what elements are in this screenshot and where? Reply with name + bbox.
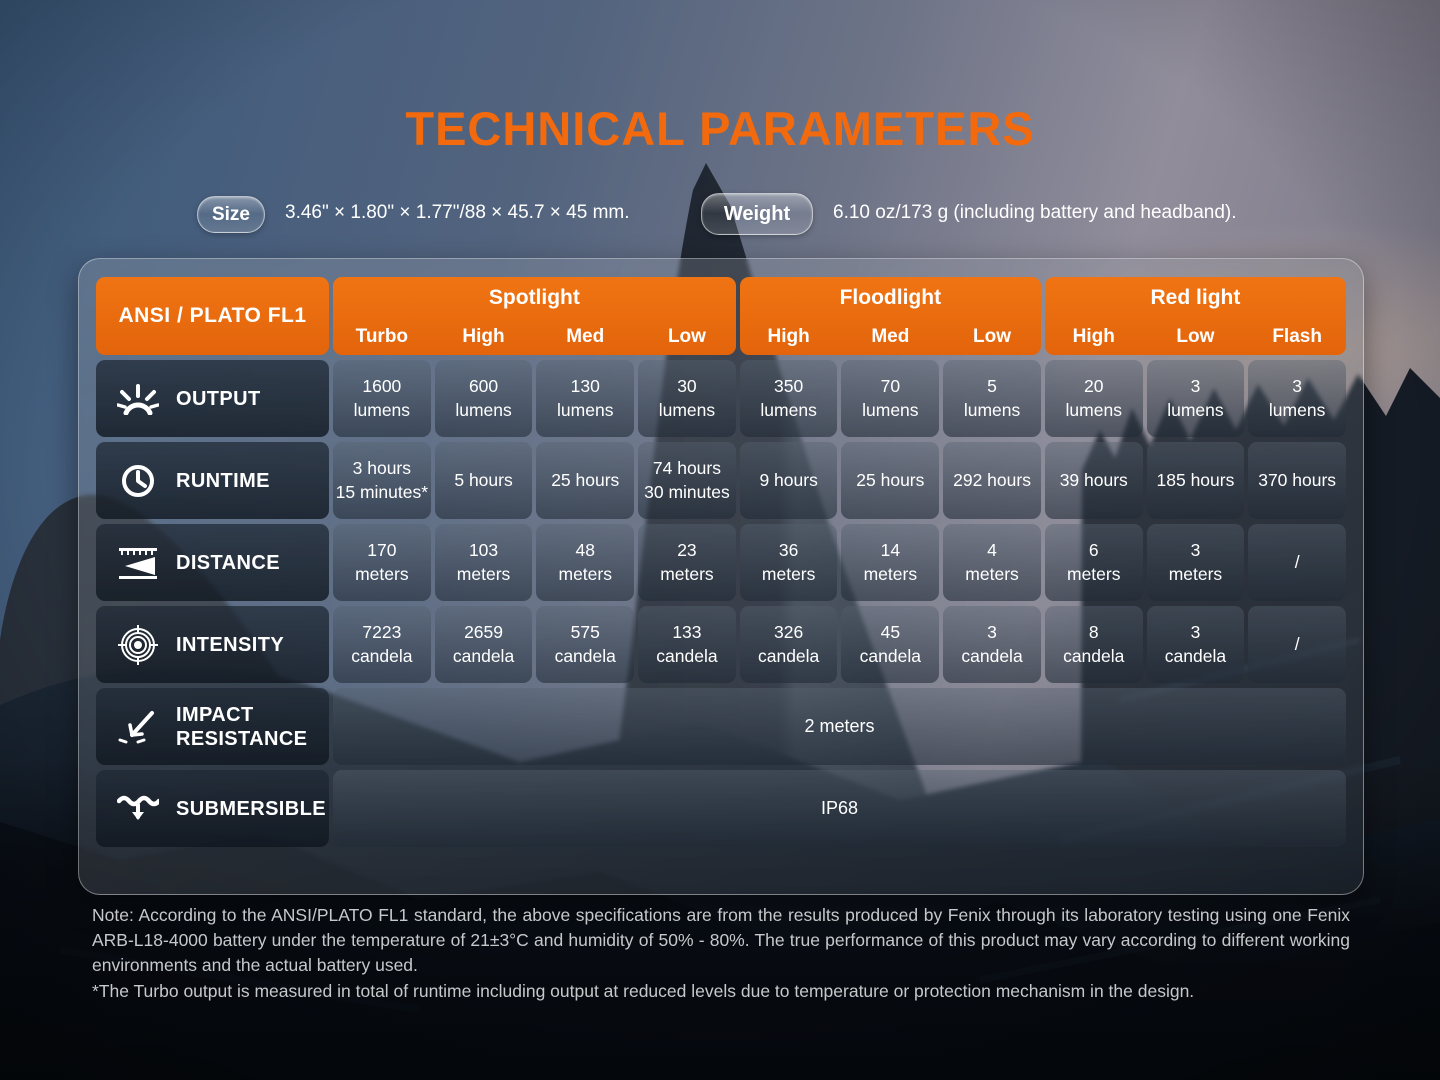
row-label: DISTANCE bbox=[176, 551, 280, 574]
intensity-target-icon bbox=[116, 624, 160, 665]
table-cell: 3 meters bbox=[1146, 524, 1245, 601]
row-label: IMPACT RESISTANCE bbox=[176, 703, 308, 750]
row-label: INTENSITY bbox=[176, 633, 285, 656]
table-cell: 3 candela bbox=[1146, 606, 1245, 683]
weight-badge-label: Weight bbox=[723, 202, 791, 225]
table-cell-impact-resistance: 2 meters bbox=[333, 688, 1346, 765]
table-cell: 5 lumens bbox=[943, 360, 1041, 437]
ansi-note-text: Note: According to the ANSI/PLATO FL1 st… bbox=[92, 905, 1350, 976]
group-header-spotlight: Spotlight Turbo High Med Low bbox=[333, 277, 736, 355]
row-label: RUNTIME bbox=[176, 469, 270, 492]
table-cell: 3 lumens bbox=[1146, 360, 1245, 437]
table-cell: 9 hours bbox=[739, 442, 838, 519]
mode-label: Flash bbox=[1272, 326, 1322, 347]
table-cell: 7223 candela bbox=[333, 606, 431, 683]
table-cell: 1600 lumens bbox=[333, 360, 431, 437]
size-value: 3.46" × 1.80" × 1.77"/88 × 45.7 × 45 mm. bbox=[285, 202, 630, 223]
group-header-floodlight: Floodlight High Med Low bbox=[739, 277, 1041, 355]
table-cell: 25 hours bbox=[841, 442, 940, 519]
mode-label: Low bbox=[1176, 326, 1215, 347]
size-badge: Size bbox=[197, 196, 265, 233]
table-cell: 74 hours 30 minutes bbox=[638, 442, 736, 519]
table-cell: 39 hours bbox=[1044, 442, 1143, 519]
table-cell: 36 meters bbox=[739, 524, 838, 601]
table-cell: / bbox=[1248, 524, 1346, 601]
impact-resistance-icon bbox=[116, 709, 160, 745]
table-cell: 8 candela bbox=[1044, 606, 1143, 683]
mode-label: Med bbox=[566, 326, 605, 347]
row-header-submersible: SUBMERSIBLE bbox=[96, 770, 329, 847]
table-cell: 70 lumens bbox=[841, 360, 940, 437]
row-header-distance: DISTANCE bbox=[96, 524, 329, 601]
table-cell: 23 meters bbox=[638, 524, 736, 601]
group-title: Floodlight bbox=[839, 286, 942, 309]
table-cell: 103 meters bbox=[434, 524, 533, 601]
table-cell: 30 lumens bbox=[638, 360, 736, 437]
mode-label: Low bbox=[667, 326, 706, 347]
spec-panel: ANSI / PLATO FL1 Spotlight Turbo High Me… bbox=[78, 258, 1364, 895]
table-cell: 3 lumens bbox=[1248, 360, 1346, 437]
group-mode-labels: Turbo High Med Low bbox=[333, 326, 736, 348]
weight-badge: Weight bbox=[701, 193, 813, 235]
group-header-redlight: Red light High Low Flash bbox=[1044, 277, 1346, 355]
submersible-icon bbox=[116, 793, 160, 825]
table-cell: 6 meters bbox=[1044, 524, 1143, 601]
row-header-intensity: INTENSITY bbox=[96, 606, 329, 683]
table-cell: 45 candela bbox=[841, 606, 940, 683]
table-cell: 3 hours 15 minutes* bbox=[333, 442, 431, 519]
table-cell-submersible: IP68 bbox=[333, 770, 1346, 847]
table-cell: 130 lumens bbox=[536, 360, 635, 437]
mode-label: Turbo bbox=[355, 326, 409, 347]
table-cell: 4 meters bbox=[943, 524, 1041, 601]
table-cell: 600 lumens bbox=[434, 360, 533, 437]
group-mode-labels: High Low Flash bbox=[1045, 326, 1346, 348]
row-label: OUTPUT bbox=[176, 387, 261, 410]
table-cell: 370 hours bbox=[1248, 442, 1346, 519]
table-cell: 20 lumens bbox=[1044, 360, 1143, 437]
group-title: Spotlight bbox=[488, 286, 580, 309]
table-cell: 14 meters bbox=[841, 524, 940, 601]
row-header-impact-resistance: IMPACT RESISTANCE bbox=[96, 688, 329, 765]
table-cell: 350 lumens bbox=[739, 360, 838, 437]
mode-label: Low bbox=[973, 326, 1012, 347]
table-cell: 185 hours bbox=[1146, 442, 1245, 519]
row-header-output: OUTPUT bbox=[96, 360, 329, 437]
table-cell: 292 hours bbox=[943, 442, 1041, 519]
table-cell: 25 hours bbox=[536, 442, 635, 519]
mode-label: Med bbox=[871, 326, 910, 347]
table-cell: 5 hours bbox=[434, 442, 533, 519]
table-cell: 3 candela bbox=[943, 606, 1041, 683]
table-cell: 133 candela bbox=[638, 606, 736, 683]
weight-value: 6.10 oz/173 g (including battery and hea… bbox=[833, 202, 1237, 223]
mode-label: High bbox=[767, 326, 810, 347]
size-badge-label: Size bbox=[211, 203, 251, 225]
group-title: Red light bbox=[1150, 286, 1241, 309]
footnotes: Note: According to the ANSI/PLATO FL1 st… bbox=[92, 903, 1350, 1004]
mode-label: High bbox=[462, 326, 505, 347]
row-label: SUBMERSIBLE bbox=[176, 797, 326, 820]
row-header-runtime: RUNTIME bbox=[96, 442, 329, 519]
light-output-icon bbox=[116, 383, 160, 415]
clock-icon bbox=[116, 463, 160, 499]
table-cell: 575 candela bbox=[536, 606, 635, 683]
mode-label: High bbox=[1072, 326, 1115, 347]
spec-table: ANSI / PLATO FL1 Spotlight Turbo High Me… bbox=[96, 277, 1346, 847]
turbo-note-text: *The Turbo output is measured in total o… bbox=[92, 980, 1195, 1001]
table-cell: 2659 candela bbox=[434, 606, 533, 683]
table-cell: 48 meters bbox=[536, 524, 635, 601]
table-cell: / bbox=[1248, 606, 1346, 683]
corner-header-label: ANSI / PLATO FL1 bbox=[118, 304, 307, 327]
beam-distance-icon bbox=[116, 546, 160, 580]
table-cell: 170 meters bbox=[333, 524, 431, 601]
table-corner-header: ANSI / PLATO FL1 bbox=[96, 277, 329, 355]
group-mode-labels: High Med Low bbox=[740, 326, 1041, 348]
table-cell: 326 candela bbox=[739, 606, 838, 683]
page-title: TECHNICAL PARAMETERS bbox=[405, 102, 1035, 155]
